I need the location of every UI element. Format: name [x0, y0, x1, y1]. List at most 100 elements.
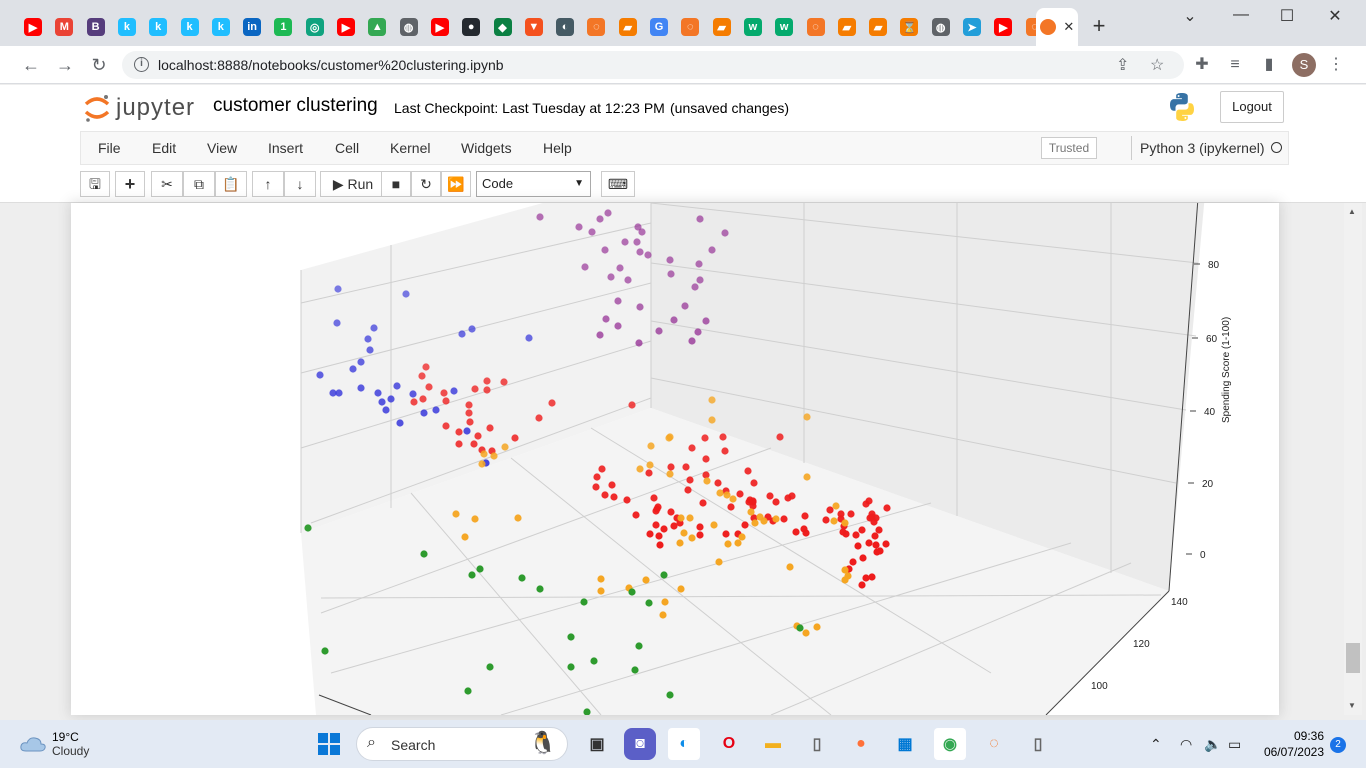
browser-tab[interactable]: k — [145, 10, 171, 44]
paste-icon[interactable]: 📋 — [215, 171, 247, 197]
reload-button[interactable]: ↻ — [91, 55, 107, 75]
weather-widget[interactable]: 19°C Cloudy — [20, 730, 89, 758]
battery-icon[interactable]: ▭ — [1228, 736, 1242, 752]
menu-widgets[interactable]: Widgets — [461, 140, 512, 156]
store-icon[interactable]: ▦ — [897, 736, 913, 753]
forward-button[interactable]: → — [56, 55, 74, 75]
run-button[interactable]: ▶ Run — [320, 171, 382, 197]
edge-icon[interactable]: ◐ — [668, 728, 700, 760]
menu-help[interactable]: Help — [543, 140, 572, 156]
browser-tab[interactable]: ➤ — [959, 10, 985, 44]
browser-tab[interactable]: ◎ — [302, 10, 328, 44]
jupyter-taskbar-icon[interactable]: ◌ — [989, 735, 999, 752]
kernel-name[interactable]: Python 3 (ipykernel) — [1140, 140, 1265, 156]
browser-tab[interactable]: ▶ — [427, 10, 453, 44]
browser-tab[interactable]: k — [114, 10, 140, 44]
browser-tab[interactable]: ◌ — [677, 10, 703, 44]
menu-view[interactable]: View — [207, 140, 238, 156]
file-explorer-icon[interactable]: ▬ — [765, 735, 781, 752]
trusted-indicator[interactable]: Trusted — [1041, 137, 1097, 159]
browser-tab[interactable]: ◍ — [396, 10, 422, 44]
stop-icon[interactable]: ■ — [381, 171, 411, 197]
browser-tab[interactable]: 1 — [270, 10, 296, 44]
browser-tab[interactable]: ▲ — [364, 10, 390, 44]
browser-tab[interactable]: ◍ — [928, 10, 954, 44]
browser-tab[interactable]: ◆ — [490, 10, 516, 44]
windows-start-icon[interactable] — [313, 728, 345, 760]
volume-icon[interactable]: 🔈 — [1204, 736, 1222, 752]
menu-cell[interactable]: Cell — [335, 140, 360, 156]
browser-tab[interactable]: w — [740, 10, 766, 44]
wifi-icon[interactable]: ◠ — [1180, 736, 1193, 752]
share-icon[interactable]: ⇪ — [1116, 57, 1130, 74]
task-view-icon[interactable]: ▣ — [589, 736, 605, 753]
media-control-icon[interactable]: ≡ — [1230, 56, 1240, 73]
extensions-puzzle-icon[interactable]: ✚ — [1195, 56, 1209, 73]
document-icon[interactable]: ▯ — [1033, 736, 1043, 753]
menu-insert[interactable]: Insert — [268, 140, 304, 156]
browser-tab[interactable]: ▶ — [333, 10, 359, 44]
menu-file[interactable]: File — [98, 140, 121, 156]
chrome-icon[interactable]: ◉ — [934, 728, 966, 760]
cut-icon[interactable]: ✂ — [151, 171, 183, 197]
back-button[interactable]: ← — [22, 55, 40, 75]
notification-badge[interactable]: 2 — [1330, 737, 1346, 753]
scroll-up-icon[interactable]: ▲ — [1348, 207, 1356, 216]
browser-tab[interactable]: M — [51, 10, 77, 44]
browser-tab[interactable]: ◐ — [552, 10, 578, 44]
close-window-button[interactable]: ✕ — [1328, 8, 1342, 25]
browser-tab[interactable]: ⌛ — [896, 10, 922, 44]
opera-icon[interactable]: O — [722, 735, 736, 752]
profile-avatar[interactable]: S — [1292, 53, 1316, 77]
cell-type-select[interactable]: Code ▼ — [476, 171, 591, 197]
firefox-icon[interactable]: ● — [856, 735, 866, 752]
teams-chat-icon[interactable]: ◙ — [624, 728, 656, 760]
logout-button[interactable]: Logout — [1220, 91, 1284, 123]
browser-tab[interactable]: ◌ — [803, 10, 829, 44]
minimize-button[interactable]: — — [1233, 6, 1249, 23]
menu-kernel[interactable]: Kernel — [390, 140, 431, 156]
side-panel-icon[interactable]: ▮ — [1264, 56, 1274, 73]
file-icon[interactable]: ▯ — [812, 736, 822, 753]
browser-tab[interactable]: ◌ — [583, 10, 609, 44]
new-tab-button[interactable]: + — [1092, 13, 1106, 38]
browser-menu-icon[interactable]: ⋮ — [1328, 56, 1344, 73]
insert-cell-button[interactable]: + — [115, 171, 145, 197]
browser-tab[interactable]: ▰ — [834, 10, 860, 44]
browser-tab[interactable]: w — [771, 10, 797, 44]
tab-search-chevron-icon[interactable]: ⌄ — [1183, 8, 1197, 25]
browser-tab[interactable]: k — [208, 10, 234, 44]
browser-tab[interactable]: ▰ — [709, 10, 735, 44]
browser-tab[interactable]: ▰ — [615, 10, 641, 44]
scroll-down-icon[interactable]: ▼ — [1348, 701, 1356, 710]
notebook-name[interactable]: customer clustering — [213, 95, 378, 116]
active-tab[interactable]: ✕ — [1036, 8, 1078, 46]
scroll-thumb[interactable] — [1346, 643, 1360, 673]
move-up-icon[interactable]: ↑ — [252, 171, 284, 197]
page-scrollbar[interactable]: ▲ ▼ — [1344, 203, 1362, 715]
jupyter-logo[interactable]: jupyter — [84, 93, 195, 123]
browser-tab[interactable]: B — [83, 10, 109, 44]
browser-tab[interactable]: ▶ — [20, 10, 46, 44]
tray-chevron-up-icon[interactable]: ⌃ — [1150, 736, 1162, 752]
close-tab-icon[interactable]: ✕ — [1063, 19, 1075, 34]
browser-tab[interactable]: ▶ — [990, 10, 1016, 44]
move-down-icon[interactable]: ↓ — [284, 171, 316, 197]
taskbar-search[interactable]: ⌕ Search 🐧 — [356, 727, 568, 761]
bookmark-star-icon[interactable]: ☆ — [1150, 57, 1165, 74]
browser-tab[interactable]: in — [239, 10, 265, 44]
site-info-icon[interactable]: i — [134, 57, 149, 72]
keyboard-shortcuts-icon[interactable]: ⌨ — [601, 171, 635, 197]
maximize-button[interactable]: ☐ — [1279, 8, 1295, 25]
taskbar-clock[interactable]: 09:36 06/07/2023 — [1256, 728, 1324, 760]
restart-run-all-icon[interactable]: ⏩ — [441, 171, 471, 197]
restart-icon[interactable]: ↻ — [411, 171, 441, 197]
browser-tab[interactable]: k — [177, 10, 203, 44]
copy-icon[interactable]: ⧉ — [183, 171, 215, 197]
save-icon[interactable]: 🖫 — [80, 171, 110, 197]
menu-edit[interactable]: Edit — [152, 140, 177, 156]
browser-tab[interactable]: ● — [458, 10, 484, 44]
browser-tab[interactable]: G — [646, 10, 672, 44]
browser-tab[interactable]: ▰ — [865, 10, 891, 44]
browser-tab[interactable]: ▼ — [521, 10, 547, 44]
